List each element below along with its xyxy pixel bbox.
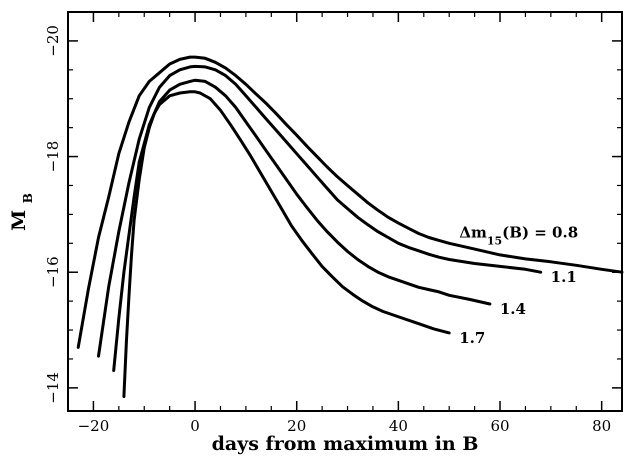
series-label-1: Δm15(B) = 0.8 (459, 224, 578, 248)
x-tick-label: 80 (592, 417, 611, 435)
series-label-main: 1.1 (551, 268, 577, 286)
series-line-1 (76, 55, 624, 349)
series-label-main: 1.4 (500, 300, 526, 318)
y-tick-label: −16 (44, 256, 62, 288)
series-label-2: 1.1 (551, 268, 577, 286)
plot-frame (67, 11, 623, 412)
y-tick-label: −18 (44, 141, 62, 173)
y-axis-title-main: M (8, 210, 30, 231)
x-tick-label: 0 (190, 417, 200, 435)
series-label-subscript: 15 (487, 234, 502, 247)
x-axis-title: days from maximum in B (212, 433, 479, 455)
series-label-4: 1.7 (459, 329, 485, 347)
y-tick-label: −20 (44, 25, 62, 57)
series-label-3: 1.4 (500, 300, 526, 318)
x-tick-label: 60 (490, 417, 509, 435)
series-line-3 (112, 78, 492, 372)
y-axis-title: M B (8, 193, 35, 231)
x-tick-label: 40 (389, 417, 408, 435)
y-tick-label: −14 (44, 372, 62, 404)
y-axis-title-subscript: B (21, 193, 35, 203)
y-axis-ticks: −20 −18 −16 −14 (44, 11, 622, 404)
x-axis-ticks: −20 0 20 40 60 80 (67, 12, 611, 435)
x-tick-label: 20 (287, 417, 306, 435)
series-lines (76, 55, 624, 398)
series-label-tail: (B) = 0.8 (502, 224, 578, 242)
x-tick-label: −20 (78, 417, 110, 435)
series-labels: Δm15(B) = 0.8 1.1 1.4 1.7 (459, 224, 578, 347)
series-line-4 (122, 90, 451, 398)
series-label-main: Δm (459, 224, 487, 242)
series-line-2 (97, 64, 543, 358)
series-label-main: 1.7 (459, 329, 485, 347)
